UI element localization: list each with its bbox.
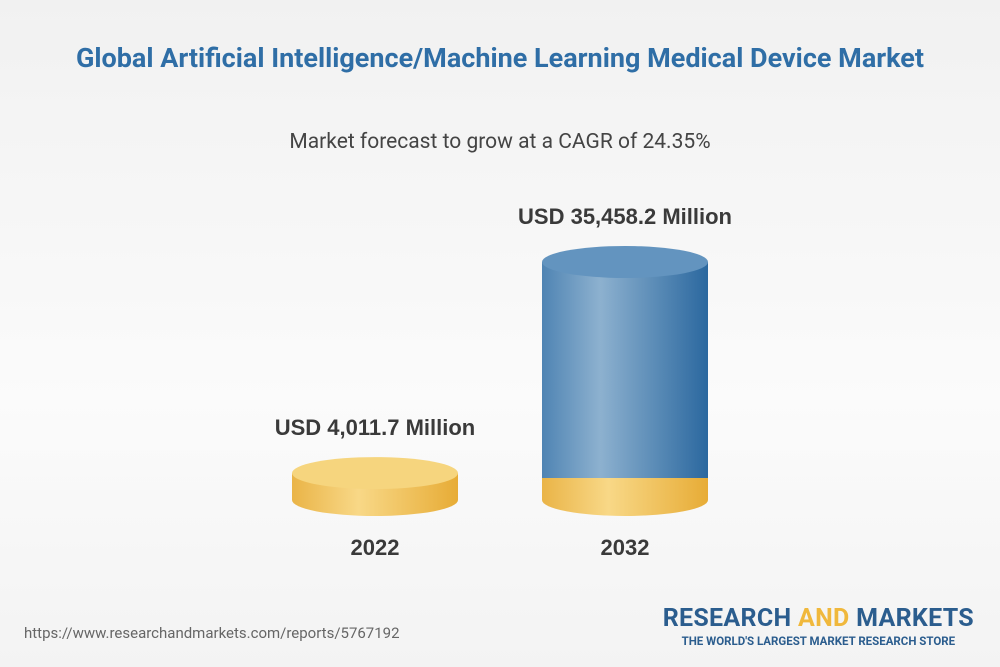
cylinder-top bbox=[542, 246, 708, 278]
chart-subtitle: Market forecast to grow at a CAGR of 24.… bbox=[289, 130, 711, 154]
brand-word: MARKETS bbox=[856, 604, 974, 633]
cylinder-top bbox=[292, 457, 458, 490]
brand-logo: RESEARCH AND MARKETS THE WORLD'S LARGEST… bbox=[663, 604, 974, 648]
brand-word: AND bbox=[797, 604, 850, 633]
cylinder-body bbox=[542, 262, 708, 494]
source-url: https://www.researchandmarkets.com/repor… bbox=[24, 624, 400, 642]
x-tick-label: 2022 bbox=[351, 535, 400, 560]
brand-word: RESEARCH bbox=[662, 604, 792, 633]
cylinder-base bbox=[542, 478, 708, 516]
brand-name: RESEARCH AND MARKETS bbox=[663, 604, 974, 633]
value-label: USD 35,458.2 Million bbox=[518, 204, 732, 229]
brand-tagline: THE WORLD'S LARGEST MARKET RESEARCH STOR… bbox=[681, 634, 956, 648]
x-tick-label: 2032 bbox=[601, 535, 650, 560]
value-label: USD 4,011.7 Million bbox=[275, 415, 476, 440]
chart-title: Global Artificial Intelligence/Machine L… bbox=[75, 42, 925, 74]
